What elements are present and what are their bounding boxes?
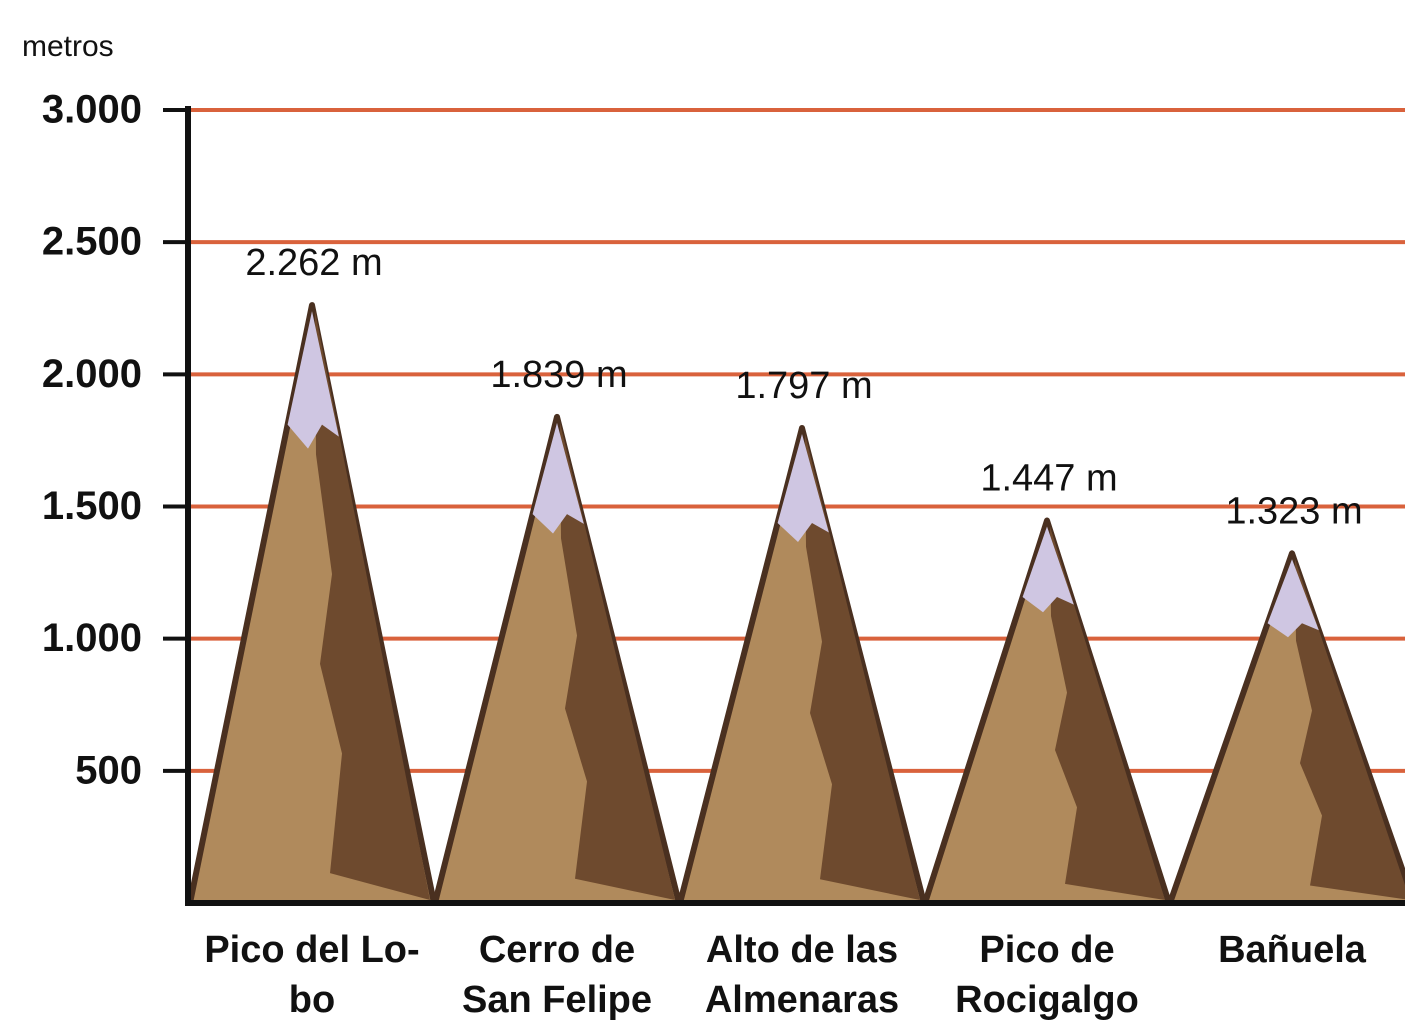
y-tick-label: 1.500 <box>42 484 142 528</box>
x-tick-label: Alto de las Almenaras <box>704 929 900 1021</box>
y-axis-label: metros <box>22 30 114 63</box>
mountain-shadow <box>805 433 920 900</box>
x-tick-label: Pico del Lo- bo <box>204 929 420 1021</box>
value-label: 1.839 m <box>490 354 627 396</box>
mountain-snow <box>1022 526 1074 613</box>
value-label: 1.323 m <box>1225 490 1362 532</box>
mountain-shadow <box>1295 559 1405 900</box>
y-tick-label: 2.500 <box>42 220 142 264</box>
x-tick-label: Pico de Rocigalgo <box>955 929 1139 1021</box>
y-tick-label: 500 <box>75 748 142 792</box>
y-tick-label: 1.000 <box>42 616 142 660</box>
y-tick-label: 2.000 <box>42 352 142 396</box>
value-label: 1.797 m <box>735 365 872 407</box>
mountain-shadow <box>315 311 430 900</box>
value-label: 1.447 m <box>980 458 1117 500</box>
x-tick-label: Bañuela <box>1218 929 1366 971</box>
mountain-snow <box>287 311 339 449</box>
y-tick-label: 3.000 <box>42 88 142 132</box>
value-label: 2.262 m <box>245 242 382 284</box>
mountain-snow <box>1267 559 1319 638</box>
x-tick-label: Cerro de San Felipe <box>461 929 653 1021</box>
mountain-shadow <box>1050 526 1165 900</box>
mountain-shadow <box>560 422 675 900</box>
mountain-snow <box>532 422 584 534</box>
mountain-snow <box>777 433 829 542</box>
